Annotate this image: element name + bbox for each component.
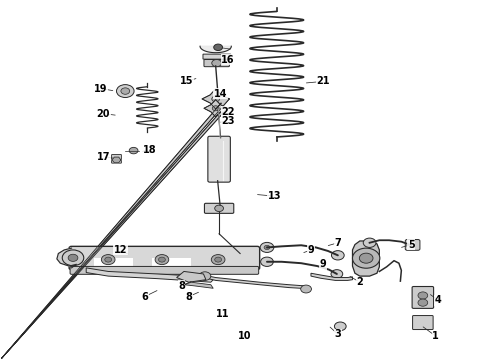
Text: 5: 5 xyxy=(408,239,415,249)
FancyBboxPatch shape xyxy=(152,258,191,267)
Circle shape xyxy=(159,257,165,262)
Circle shape xyxy=(199,272,211,280)
Circle shape xyxy=(331,270,343,278)
Circle shape xyxy=(352,248,380,268)
Text: 3: 3 xyxy=(335,329,341,339)
Circle shape xyxy=(129,147,138,154)
Circle shape xyxy=(105,257,112,262)
Circle shape xyxy=(418,292,428,299)
Text: 1: 1 xyxy=(432,331,439,341)
Polygon shape xyxy=(184,282,213,288)
Text: 4: 4 xyxy=(435,295,441,305)
Circle shape xyxy=(155,255,169,265)
Text: 14: 14 xyxy=(214,89,227,99)
Text: 15: 15 xyxy=(180,76,193,86)
Polygon shape xyxy=(176,271,206,282)
Text: 6: 6 xyxy=(142,292,148,302)
Circle shape xyxy=(301,285,312,293)
Circle shape xyxy=(260,242,274,252)
FancyBboxPatch shape xyxy=(208,136,230,182)
Polygon shape xyxy=(200,46,231,53)
FancyBboxPatch shape xyxy=(204,203,234,213)
Circle shape xyxy=(212,59,221,67)
Circle shape xyxy=(334,322,346,330)
Circle shape xyxy=(121,88,130,94)
Circle shape xyxy=(68,254,78,261)
Circle shape xyxy=(215,257,221,262)
FancyBboxPatch shape xyxy=(94,258,133,267)
Circle shape xyxy=(359,253,373,263)
Circle shape xyxy=(211,255,225,265)
Polygon shape xyxy=(112,157,121,163)
Circle shape xyxy=(214,44,222,50)
Text: 12: 12 xyxy=(114,245,127,255)
Text: 16: 16 xyxy=(221,55,235,65)
Text: 9: 9 xyxy=(320,259,326,269)
FancyBboxPatch shape xyxy=(69,246,260,270)
Text: 21: 21 xyxy=(317,76,330,86)
Text: 20: 20 xyxy=(97,109,110,119)
Text: 23: 23 xyxy=(221,116,235,126)
Polygon shape xyxy=(86,268,213,282)
Text: 13: 13 xyxy=(268,191,281,201)
Text: 10: 10 xyxy=(238,331,252,341)
Text: 18: 18 xyxy=(143,144,156,154)
Text: 2: 2 xyxy=(356,277,363,287)
Text: 9: 9 xyxy=(308,245,315,255)
FancyBboxPatch shape xyxy=(112,154,122,163)
Polygon shape xyxy=(352,241,379,276)
FancyBboxPatch shape xyxy=(413,316,433,329)
Circle shape xyxy=(331,251,344,260)
Circle shape xyxy=(264,245,270,249)
Polygon shape xyxy=(311,273,352,280)
FancyBboxPatch shape xyxy=(203,54,231,59)
Circle shape xyxy=(62,250,84,266)
FancyBboxPatch shape xyxy=(412,287,434,309)
Circle shape xyxy=(212,96,220,102)
Text: 7: 7 xyxy=(335,238,341,248)
FancyBboxPatch shape xyxy=(70,266,259,274)
Circle shape xyxy=(117,85,134,98)
Polygon shape xyxy=(57,248,76,268)
Circle shape xyxy=(261,257,273,266)
Circle shape xyxy=(418,299,428,306)
Text: 22: 22 xyxy=(221,107,235,117)
Circle shape xyxy=(212,106,219,111)
Text: 8: 8 xyxy=(185,292,192,302)
Text: 19: 19 xyxy=(94,84,108,94)
Text: 17: 17 xyxy=(97,152,110,162)
Polygon shape xyxy=(203,275,309,291)
Circle shape xyxy=(101,255,115,265)
FancyBboxPatch shape xyxy=(405,239,420,250)
Circle shape xyxy=(215,205,223,212)
Text: 8: 8 xyxy=(178,281,185,291)
Circle shape xyxy=(363,238,376,247)
Text: 11: 11 xyxy=(216,310,230,319)
FancyBboxPatch shape xyxy=(204,59,229,67)
